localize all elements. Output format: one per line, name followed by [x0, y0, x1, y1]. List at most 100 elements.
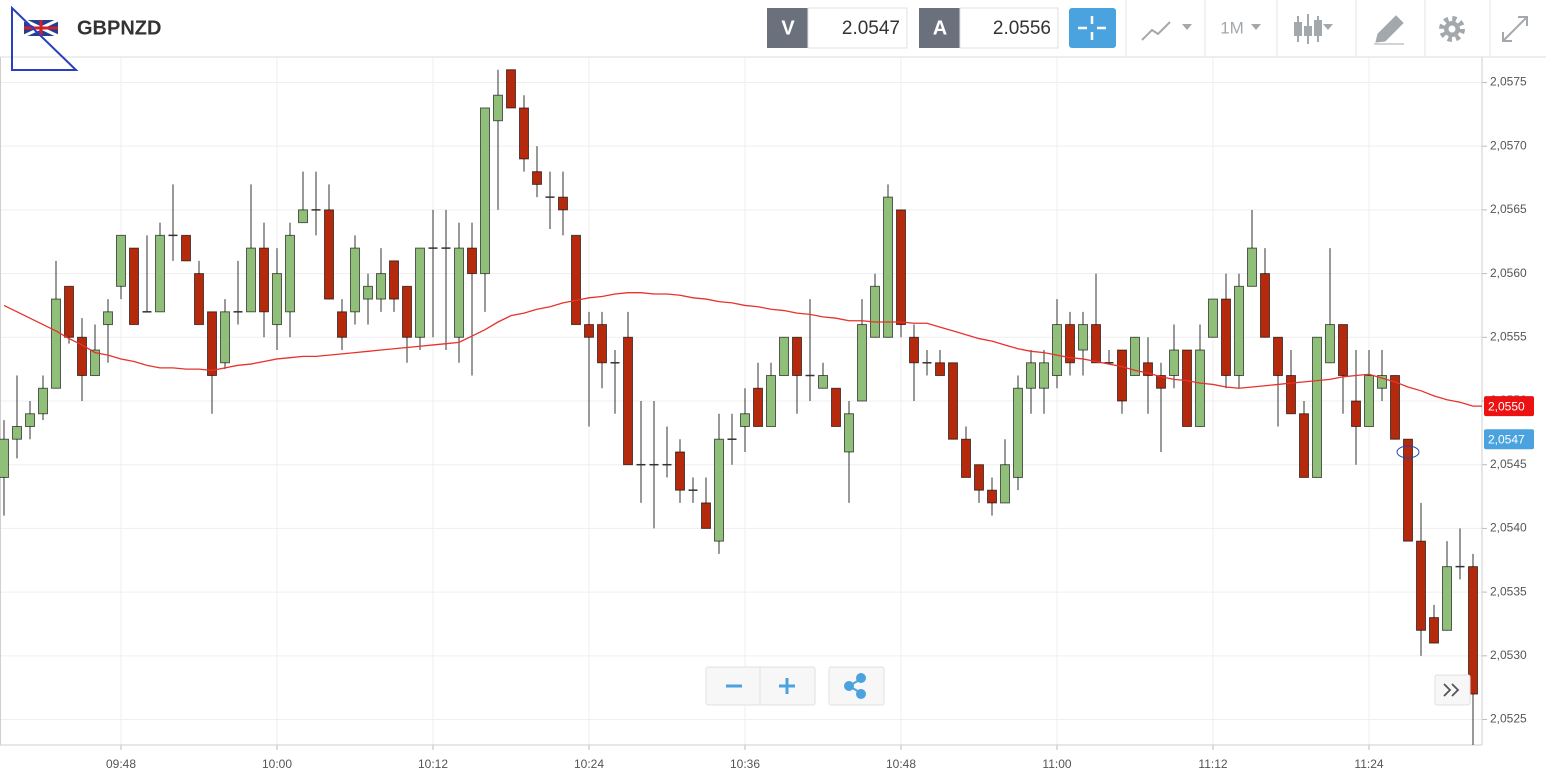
candle-body	[1364, 375, 1374, 427]
candle-body	[779, 336, 789, 377]
candle-body	[1390, 375, 1400, 440]
cursor-marker	[1396, 445, 1420, 459]
candle-body	[1026, 362, 1036, 389]
zoom-in-button[interactable]	[779, 678, 795, 694]
candle-body	[285, 234, 295, 313]
y-tick-label: 2,0570	[1490, 138, 1527, 152]
candle-body	[1156, 375, 1166, 389]
candle-body	[766, 375, 776, 427]
y-tick-label: 2,0560	[1490, 266, 1527, 280]
line-chart-button[interactable]	[1141, 21, 1171, 41]
dropdown-arrow	[1251, 24, 1261, 30]
fullscreen-button[interactable]	[1502, 16, 1528, 42]
dropdown-arrow	[1182, 24, 1192, 30]
candle-body	[571, 234, 581, 326]
candle-body	[701, 502, 711, 529]
candle-body	[272, 273, 282, 326]
ask-label: A	[933, 17, 947, 39]
x-tick-label: 10:12	[418, 757, 448, 771]
candle-body	[207, 311, 217, 377]
candle-body	[1013, 387, 1023, 478]
candle-type-button[interactable]	[1294, 14, 1322, 44]
x-tick-label: 10:48	[886, 757, 916, 771]
candle-body	[25, 413, 35, 427]
candle-body	[480, 107, 490, 275]
candle-body	[532, 171, 542, 185]
share-button[interactable]	[844, 673, 866, 699]
candle-body	[1000, 464, 1010, 504]
candle-body	[415, 247, 425, 338]
candle-body	[1325, 324, 1335, 364]
candle-body	[181, 234, 191, 262]
candle-body	[1130, 336, 1140, 377]
y-tick-label: 2,0525	[1490, 712, 1527, 726]
candle-body	[1143, 362, 1153, 377]
scroll-end-icon	[1443, 683, 1460, 697]
candle-body	[1234, 285, 1244, 377]
price-tag-label: 2,0550	[1488, 399, 1525, 413]
candle-body	[753, 387, 763, 427]
bid-price: 2.0547	[842, 18, 900, 39]
candle-body	[1416, 540, 1426, 631]
x-tick-label: 11:24	[1354, 757, 1383, 771]
candle-body	[103, 311, 113, 326]
candle-body	[1299, 413, 1309, 478]
candle-body	[337, 311, 347, 338]
candle-body	[506, 69, 516, 109]
candle-body	[363, 285, 373, 300]
candle-body	[493, 94, 503, 122]
candle-body	[1377, 375, 1387, 389]
moving-average	[3, 292, 1482, 407]
price-tag-label: 2,0547	[1488, 432, 1525, 446]
share-control	[828, 666, 885, 706]
y-tick-label: 2,0565	[1490, 202, 1527, 216]
candle-body	[389, 260, 399, 300]
candle-body	[1312, 336, 1322, 478]
candle-body	[1169, 349, 1179, 377]
candle-body	[1351, 400, 1361, 427]
candle-body	[792, 336, 802, 377]
candle-body	[857, 324, 867, 402]
candle-body	[1039, 362, 1049, 389]
candle-body	[961, 438, 971, 478]
candle-body	[246, 247, 256, 313]
candle-body	[0, 438, 9, 478]
candle-body	[1429, 617, 1439, 644]
candle-body	[597, 324, 607, 364]
candle-body	[298, 209, 308, 224]
candle-body	[38, 387, 48, 415]
candle-body	[831, 387, 841, 427]
symbol: GBPNZD	[77, 17, 161, 39]
candle-body	[1182, 349, 1192, 427]
y-tick-label: 2,0530	[1490, 648, 1527, 662]
bid-badge	[767, 8, 808, 48]
draw-button[interactable]	[1374, 15, 1404, 45]
ask-badge	[919, 8, 960, 48]
scroll-end-button[interactable]	[1434, 674, 1471, 706]
candle-body	[935, 362, 945, 377]
crosshair-button[interactable]	[1069, 8, 1116, 48]
candle-body	[584, 324, 594, 338]
candle-body	[64, 285, 74, 338]
candle-body	[402, 285, 412, 338]
candle-body	[12, 425, 22, 440]
x-tick-label: 11:12	[1198, 757, 1227, 771]
candle-body	[467, 247, 477, 275]
candle-body	[155, 234, 165, 313]
timeframe-button[interactable]: 1M	[1220, 18, 1244, 37]
candle-body	[844, 413, 854, 453]
bid-label: V	[781, 17, 795, 39]
candle-body	[558, 196, 568, 211]
candle-body	[1442, 566, 1452, 631]
candle-body	[883, 196, 893, 338]
y-tick-label: 2,0545	[1490, 457, 1527, 471]
settings-button[interactable]	[1439, 16, 1465, 42]
candle-body	[376, 273, 386, 300]
y-tick-label: 2,0575	[1490, 75, 1527, 89]
x-tick-label: 10:24	[574, 757, 604, 771]
candle-body	[1338, 324, 1348, 377]
crosshair-icon	[1078, 16, 1106, 40]
candle-body	[818, 375, 828, 389]
